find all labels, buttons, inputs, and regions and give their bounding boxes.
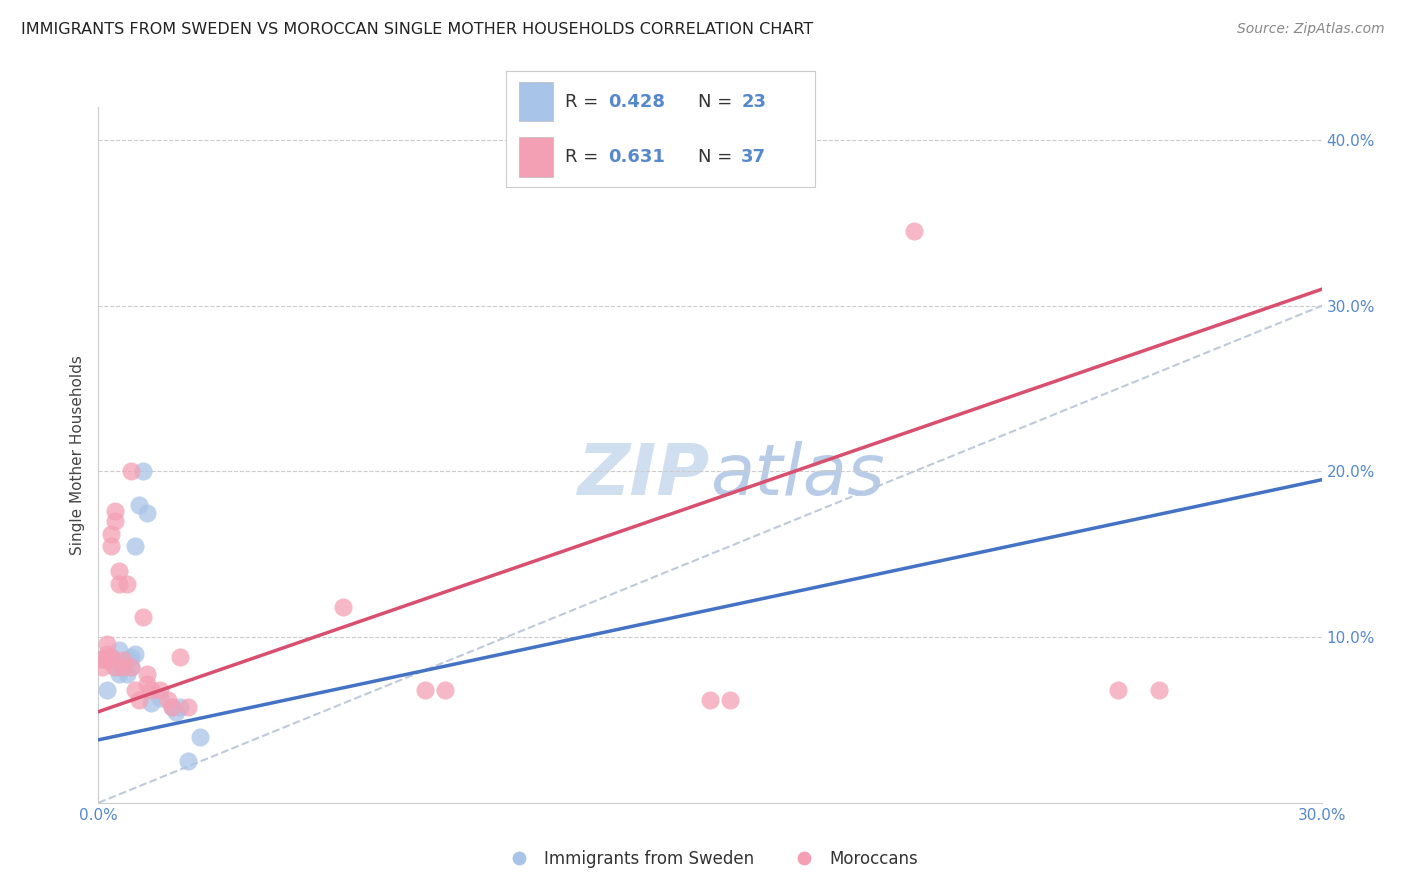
Point [100, 650, 122, 665]
Text: R =: R = [565, 93, 605, 111]
Text: 0.428: 0.428 [609, 93, 665, 111]
Text: 23: 23 [741, 93, 766, 111]
Point [1107, 683, 1129, 698]
Point [115, 666, 138, 681]
Point [111, 653, 134, 667]
Point [128, 693, 150, 707]
Point [1147, 683, 1170, 698]
Point [111, 660, 134, 674]
Point [91, 660, 114, 674]
Point [104, 504, 127, 518]
Point [96, 637, 118, 651]
Point [177, 699, 200, 714]
Point [160, 699, 183, 714]
Point [136, 676, 159, 690]
Point [120, 465, 142, 479]
Point [169, 699, 191, 714]
Point [96, 653, 118, 667]
Text: 37: 37 [741, 148, 766, 166]
Point [413, 683, 436, 698]
Point [115, 577, 138, 591]
Point [104, 660, 127, 674]
Point [100, 650, 122, 665]
Point [96, 647, 118, 661]
Point [903, 224, 925, 238]
Point [124, 683, 146, 698]
Point [132, 465, 155, 479]
Text: ZIP: ZIP [578, 442, 710, 510]
Text: R =: R = [565, 148, 605, 166]
Point [177, 755, 200, 769]
Point [188, 730, 212, 744]
Point [136, 666, 159, 681]
Point [100, 527, 122, 541]
Point [120, 660, 142, 674]
Point [124, 647, 146, 661]
Point [149, 691, 172, 706]
Point [434, 683, 457, 698]
Point [108, 577, 131, 591]
Point [141, 697, 163, 711]
Bar [519, 137, 553, 177]
Point [169, 650, 191, 665]
Text: Source: ZipAtlas.com: Source: ZipAtlas.com [1237, 22, 1385, 37]
Point [332, 600, 354, 615]
Point [136, 506, 159, 520]
Point [132, 610, 155, 624]
Point [120, 650, 142, 665]
Point [104, 514, 127, 528]
Point [108, 564, 131, 578]
Y-axis label: Single Mother Households: Single Mother Households [70, 355, 86, 555]
Point [141, 683, 163, 698]
Point [108, 666, 131, 681]
Point [120, 660, 142, 674]
Text: N =: N = [697, 93, 738, 111]
Point [111, 660, 134, 674]
Point [156, 693, 179, 707]
Point [96, 683, 118, 698]
Bar [519, 82, 553, 121]
Point [699, 693, 721, 707]
Legend: Immigrants from Sweden, Moroccans: Immigrants from Sweden, Moroccans [495, 843, 925, 874]
Point [160, 699, 183, 714]
Text: atlas: atlas [710, 442, 884, 510]
Point [128, 498, 150, 512]
Point [91, 651, 114, 665]
Point [100, 539, 122, 553]
Point [104, 660, 127, 674]
Text: 0.631: 0.631 [609, 148, 665, 166]
Point [115, 653, 138, 667]
Text: IMMIGRANTS FROM SWEDEN VS MOROCCAN SINGLE MOTHER HOUSEHOLDS CORRELATION CHART: IMMIGRANTS FROM SWEDEN VS MOROCCAN SINGL… [21, 22, 813, 37]
Point [720, 693, 742, 707]
Point [91, 651, 114, 665]
Point [165, 705, 187, 719]
Point [124, 539, 146, 553]
Point [149, 683, 172, 698]
Point [108, 643, 131, 657]
Text: N =: N = [697, 148, 738, 166]
